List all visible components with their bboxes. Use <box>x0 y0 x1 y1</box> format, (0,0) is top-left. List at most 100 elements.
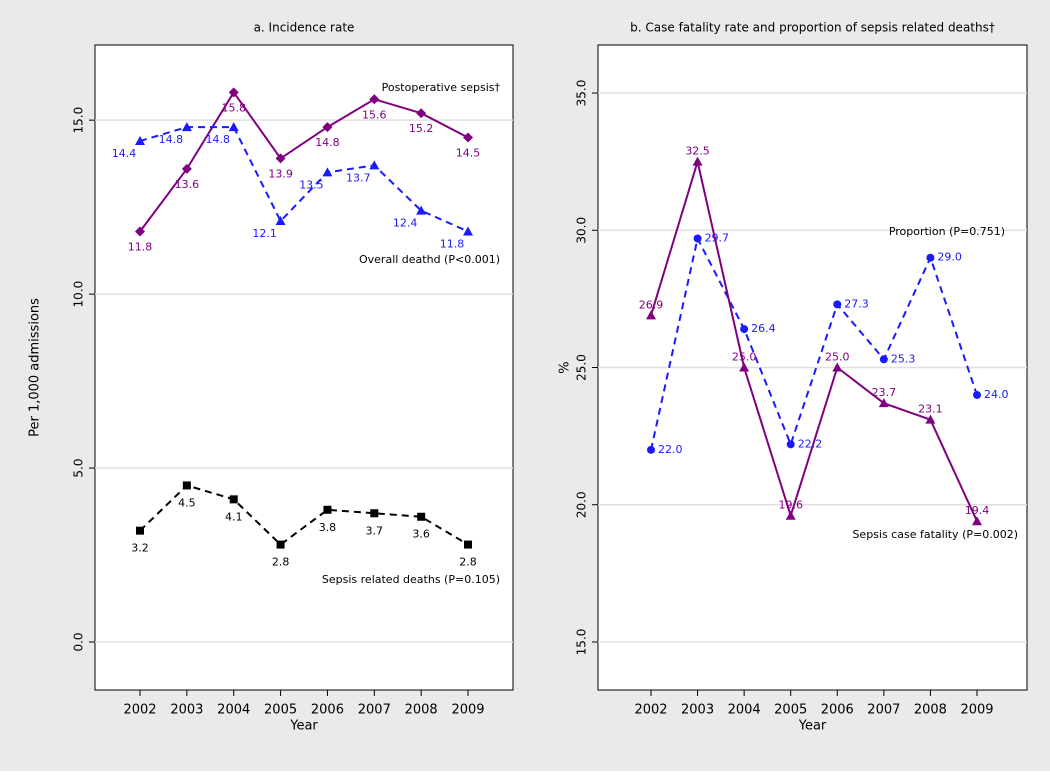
marker <box>972 390 981 399</box>
marker <box>228 122 239 132</box>
value-label: 22.0 <box>658 443 683 456</box>
series-name: Sepsis case fatality (P=0.002) <box>852 528 1018 541</box>
value-label: 19.6 <box>778 499 803 512</box>
value-label: 29.0 <box>937 251 962 264</box>
value-label: 14.8 <box>315 136 340 149</box>
y-tick-label: 5.0 <box>72 458 86 477</box>
marker <box>463 226 474 236</box>
marker <box>323 505 332 514</box>
marker <box>275 216 286 226</box>
marker <box>369 160 380 170</box>
marker <box>464 540 473 549</box>
y-tick-label: 35.0 <box>575 80 589 107</box>
value-label: 12.4 <box>393 217 418 230</box>
value-label: 13.5 <box>299 178 324 191</box>
value-label: 11.8 <box>128 240 153 253</box>
value-label: 11.8 <box>440 237 465 250</box>
value-label: 26.4 <box>751 322 776 335</box>
value-label: 23.7 <box>872 386 897 399</box>
marker <box>228 87 239 98</box>
x-tick-label: 2003 <box>681 703 714 718</box>
series-line <box>139 484 469 546</box>
series-name: Postoperative sepsis† <box>382 81 501 94</box>
marker <box>417 512 426 521</box>
value-label: 3.8 <box>319 521 337 534</box>
marker <box>135 226 145 237</box>
marker <box>229 495 238 504</box>
marker <box>971 516 982 526</box>
marker <box>647 445 655 454</box>
marker <box>646 310 656 320</box>
marker <box>740 325 749 334</box>
value-label: 4.5 <box>178 496 196 509</box>
x-tick-label: 2006 <box>311 703 344 718</box>
series-name: Sepsis related deaths (P=0.105) <box>322 573 500 586</box>
chart-title: a. Incidence rate <box>254 21 355 35</box>
series-name: Overall deathd (P<0.001) <box>359 253 500 266</box>
value-label: 26.9 <box>639 298 664 311</box>
value-label: 4.1 <box>225 510 243 523</box>
marker <box>692 156 703 166</box>
value-label: 13.9 <box>268 167 293 180</box>
value-label: 25.0 <box>732 351 757 364</box>
x-tick-label: 2006 <box>821 703 854 718</box>
y-tick-label: 25.0 <box>575 354 589 381</box>
chart-title: b. Case fatality rate and proportion of … <box>630 21 995 35</box>
x-tick-label: 2002 <box>634 703 667 718</box>
value-label: 22.2 <box>798 437 823 450</box>
value-label: 15.6 <box>362 108 387 121</box>
x-tick-label: 2007 <box>358 703 391 718</box>
y-tick-label: 0.0 <box>72 632 86 651</box>
x-axis-title: Year <box>798 719 827 734</box>
value-label: 14.8 <box>205 133 230 146</box>
series-line <box>650 235 978 451</box>
value-label: 13.7 <box>346 171 371 184</box>
y-tick-label: 15.0 <box>575 629 589 656</box>
series-line <box>650 157 978 522</box>
marker <box>833 300 842 309</box>
marker <box>135 136 145 146</box>
value-label: 14.8 <box>159 133 184 146</box>
value-label: 2.8 <box>459 556 477 569</box>
x-tick-label: 2004 <box>217 703 250 718</box>
marker <box>463 132 474 143</box>
marker <box>370 509 379 518</box>
series-line <box>139 90 469 233</box>
value-label: 32.5 <box>685 145 710 158</box>
y-tick-label: 10.0 <box>72 281 86 308</box>
marker <box>739 362 750 372</box>
marker <box>276 540 285 549</box>
y-axis-title: % <box>558 361 573 373</box>
value-label: 14.4 <box>112 147 137 160</box>
x-tick-label: 2009 <box>960 703 993 718</box>
x-tick-label: 2007 <box>867 703 900 718</box>
marker <box>181 163 192 174</box>
marker <box>926 253 935 262</box>
x-tick-label: 2008 <box>914 703 947 718</box>
value-label: 25.0 <box>825 351 850 364</box>
value-label: 3.7 <box>366 524 384 537</box>
marker <box>136 526 144 535</box>
marker <box>925 414 936 424</box>
x-tick-label: 2008 <box>405 703 438 718</box>
marker <box>275 153 286 164</box>
value-label: 24.0 <box>984 388 1009 401</box>
value-label: 13.6 <box>175 178 200 191</box>
value-label: 12.1 <box>252 227 277 240</box>
value-label: 15.8 <box>221 101 246 114</box>
value-label: 3.6 <box>412 528 430 541</box>
y-tick-label: 30.0 <box>575 217 589 244</box>
y-axis-title: Per 1,000 admissions <box>28 298 43 437</box>
marker <box>786 440 795 449</box>
marker <box>181 122 192 132</box>
value-label: 15.2 <box>409 122 434 135</box>
value-label: 27.3 <box>844 297 869 310</box>
marker <box>182 481 191 490</box>
x-tick-label: 2005 <box>264 703 297 718</box>
value-label: 25.3 <box>891 352 916 365</box>
x-tick-label: 2009 <box>451 703 484 718</box>
y-tick-label: 20.0 <box>575 491 589 518</box>
marker <box>322 167 333 177</box>
x-tick-label: 2003 <box>170 703 203 718</box>
